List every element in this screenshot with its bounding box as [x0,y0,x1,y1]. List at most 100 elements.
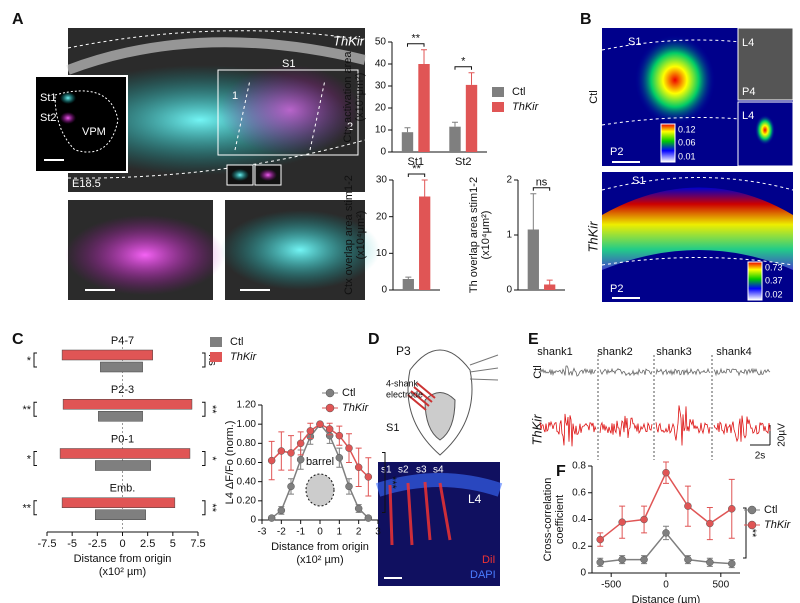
traces [539,355,771,460]
y-tick-label: 0.40 [237,476,257,487]
error-bar [468,72,475,85]
x-tick-label: -1 [296,527,305,538]
shank-label: s1 [381,465,392,476]
y-tick-label: 0.8 [572,461,586,472]
y-tick-label: 30 [375,81,387,92]
x-tick-label: 5 [170,538,176,550]
legend-label: Ctl [764,504,777,516]
range-bar [95,460,151,471]
bar [544,284,556,290]
significance: * [206,456,218,461]
x-axis-label: Distance from origin [271,541,369,553]
line [271,423,369,478]
range-bar [61,349,153,361]
range-bar [100,361,143,373]
point [316,420,324,428]
significance: *** [386,476,398,490]
trace [655,367,711,376]
point [364,514,373,522]
point [277,506,286,515]
bracket [33,500,37,516]
legend-marker [747,520,757,530]
x-tick-label: 2.5 [140,538,155,550]
y-tick-label: 0.4 [572,514,586,525]
bar [401,132,414,152]
point [277,447,286,455]
y-tick-label: 0 [250,515,256,526]
shank-label: s2 [398,465,409,476]
shank-label: s4 [433,465,444,476]
y-axis-label: (x10⁴μm²) [480,211,492,260]
point [640,555,648,564]
range-bar [61,497,176,508]
x-tick-label: 3 [375,527,381,538]
y-tick-label: 50 [375,37,387,48]
point [618,518,626,526]
x-tick-label: -2 [277,527,286,538]
range-bar [59,448,191,459]
category-label: P0-1 [111,433,134,445]
point [267,456,276,465]
image-label: S1 [628,36,641,48]
panel-letter: E [528,331,539,348]
row-label: ThKir [529,414,544,446]
significance: * [27,355,32,367]
scale-label: 0.02 [765,289,783,299]
image-label: P4 [742,86,755,98]
panel-letter: D [368,331,380,348]
error-bar [546,279,553,285]
y-axis-label: (x10⁴μm²) [355,211,367,260]
significance: ** [22,404,31,416]
y-axis-label: L4 ΔF/Fo (norm.) [224,421,236,505]
significance: ns [536,177,548,189]
genotype-label: ThKir [333,33,365,48]
bar [419,196,431,290]
bar [465,84,478,152]
image-label: S1 [282,58,295,70]
trace [599,367,653,377]
bracket [743,507,747,559]
image-label: VPM [82,126,106,138]
y-tick-label: 10 [376,248,388,259]
legend-label: ThKir [764,519,792,531]
scale-label: 0.01 [678,151,696,161]
legend-marker [747,505,757,515]
x-tick-label: 7.5 [190,538,205,550]
trace [599,415,653,439]
bracket [33,451,37,466]
significance: ** [206,405,218,414]
row-label: Ctl [588,90,600,103]
category-label: Emb. [110,483,136,495]
scale-label: 0.12 [678,124,696,134]
bracket [202,500,206,516]
range-bar [62,399,193,410]
y-tick-label: 0.2 [572,541,586,552]
trace [713,415,771,443]
y-tick-label: 0.20 [237,495,257,506]
x-tick-label: -3 [258,527,267,538]
x-tick-label: -2.5 [88,538,107,550]
y-tick-label: 1 [506,230,512,241]
trace [539,365,597,377]
x-tick-label: -7.5 [38,538,57,550]
point [596,535,604,544]
layer-label: L4 [468,492,482,506]
point [684,555,692,564]
scale-label: 0.06 [678,137,696,147]
legend-label: Ctl [342,387,355,399]
x-tick-label: St1 [407,156,424,168]
point [345,482,353,491]
y-tick-label: 10 [375,125,387,136]
x-axis-label: Distance (µm) [632,594,701,603]
bracket [202,352,206,368]
point [306,427,315,435]
annotation: barrel [306,456,334,468]
y-tick-label: 20 [376,211,388,222]
point [662,468,670,477]
panel-letter: F [556,463,566,480]
trace [539,413,597,447]
shank-label: s3 [416,465,427,476]
y-tick-label: 2 [506,175,512,186]
point [335,431,344,440]
